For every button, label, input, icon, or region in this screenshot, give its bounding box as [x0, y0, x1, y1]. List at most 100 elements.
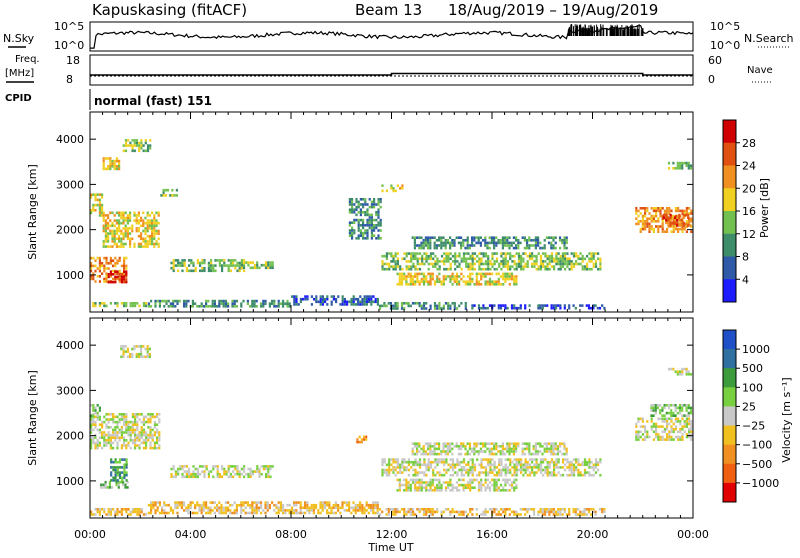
echo-cell [641, 207, 644, 210]
echo-cell [454, 466, 457, 469]
echo-cell [167, 503, 170, 507]
echo-cell [153, 444, 156, 447]
echo-cell [564, 267, 567, 271]
echo-cell [92, 409, 95, 412]
echo-cell [362, 234, 365, 237]
echo-cell [460, 452, 463, 456]
echo-cell [364, 237, 367, 240]
echo-cell [104, 221, 107, 225]
echo-cell [429, 277, 432, 281]
echo-cell [201, 266, 204, 270]
echo-cell [125, 458, 128, 461]
echo-cell [506, 468, 510, 472]
echo-cell [504, 468, 507, 472]
echo-cell [124, 139, 128, 142]
echo-cell [440, 452, 443, 456]
echo-cell [679, 430, 682, 434]
echo-cell [674, 225, 677, 228]
echo-cell [539, 257, 543, 261]
echo-cell [575, 262, 578, 266]
echo-cell [123, 418, 126, 421]
echo-cell [484, 486, 487, 489]
echo-cell [343, 501, 346, 504]
echo-cell [559, 450, 562, 453]
echo-cell [475, 513, 478, 516]
echo-cell [431, 445, 434, 448]
echo-cell [683, 422, 686, 426]
echo-cell [323, 503, 326, 507]
echo-cell [293, 303, 296, 306]
echo-cell [687, 167, 690, 170]
echo-cell [670, 435, 673, 439]
echo-cell [392, 304, 395, 308]
echo-cell [249, 475, 252, 479]
echo-cell [513, 489, 516, 492]
echo-cell [155, 229, 158, 233]
echo-cell [652, 209, 655, 213]
echo-cell [561, 466, 565, 469]
echo-cell [425, 508, 428, 511]
echo-cell [123, 256, 126, 260]
echo-cell [414, 267, 417, 271]
echo-cell [447, 463, 450, 467]
echo-cell [105, 513, 108, 516]
echo-cell [416, 445, 419, 448]
echo-cell [687, 224, 690, 227]
echo-cell [304, 503, 307, 507]
echo-cell [273, 509, 276, 512]
echo-cell [145, 439, 148, 442]
echo-cell [425, 466, 428, 469]
echo-cell [495, 466, 499, 469]
echo-cell [129, 240, 132, 243]
echo-cell [150, 511, 153, 515]
echo-cell [376, 503, 379, 507]
echo-cell [357, 224, 360, 227]
echo-cell [370, 203, 373, 206]
echo-cell [657, 230, 660, 233]
echo-cell [581, 473, 584, 477]
echo-cell [443, 458, 446, 461]
echo-cell [486, 241, 489, 245]
echo-cell [497, 445, 500, 448]
echo-cell [339, 303, 342, 306]
echo-cell [118, 211, 121, 215]
echo-cell [265, 467, 268, 471]
echo-cell [579, 262, 582, 266]
echo-cell [112, 264, 115, 268]
echo-cell [253, 506, 256, 510]
echo-cell [133, 347, 136, 351]
echo-cell [114, 479, 117, 482]
echo-cell [94, 446, 97, 450]
echo-cell [90, 510, 93, 514]
echo-cell [477, 272, 481, 276]
echo-cell [246, 302, 249, 305]
echo-cell [279, 501, 282, 504]
echo-cell [513, 280, 516, 283]
echo-cell [400, 304, 404, 308]
echo-cell [550, 246, 553, 250]
echo-cell [652, 214, 655, 218]
echo-cell [269, 261, 272, 264]
echo-cell [120, 216, 123, 220]
echo-cell [559, 473, 562, 477]
echo-cell [509, 463, 512, 467]
echo-cell [575, 458, 578, 461]
echo-cell [510, 481, 514, 484]
echo-cell [306, 506, 309, 510]
echo-cell [188, 475, 191, 479]
echo-cell [665, 213, 668, 217]
echo-cell [592, 254, 595, 258]
echo-cell [581, 267, 584, 271]
echo-cell [510, 442, 513, 445]
echo-cell [447, 486, 450, 489]
echo-cell [436, 510, 439, 514]
echo-cell [113, 237, 116, 241]
noise-right-tick-top: 10^5 [710, 20, 740, 33]
echo-cell [111, 162, 114, 165]
echo-cell [405, 277, 408, 281]
echo-cell [552, 244, 555, 247]
echo-cell [581, 260, 584, 263]
echo-cell [116, 441, 119, 445]
echo-cell [524, 460, 527, 464]
echo-cell [376, 511, 379, 515]
